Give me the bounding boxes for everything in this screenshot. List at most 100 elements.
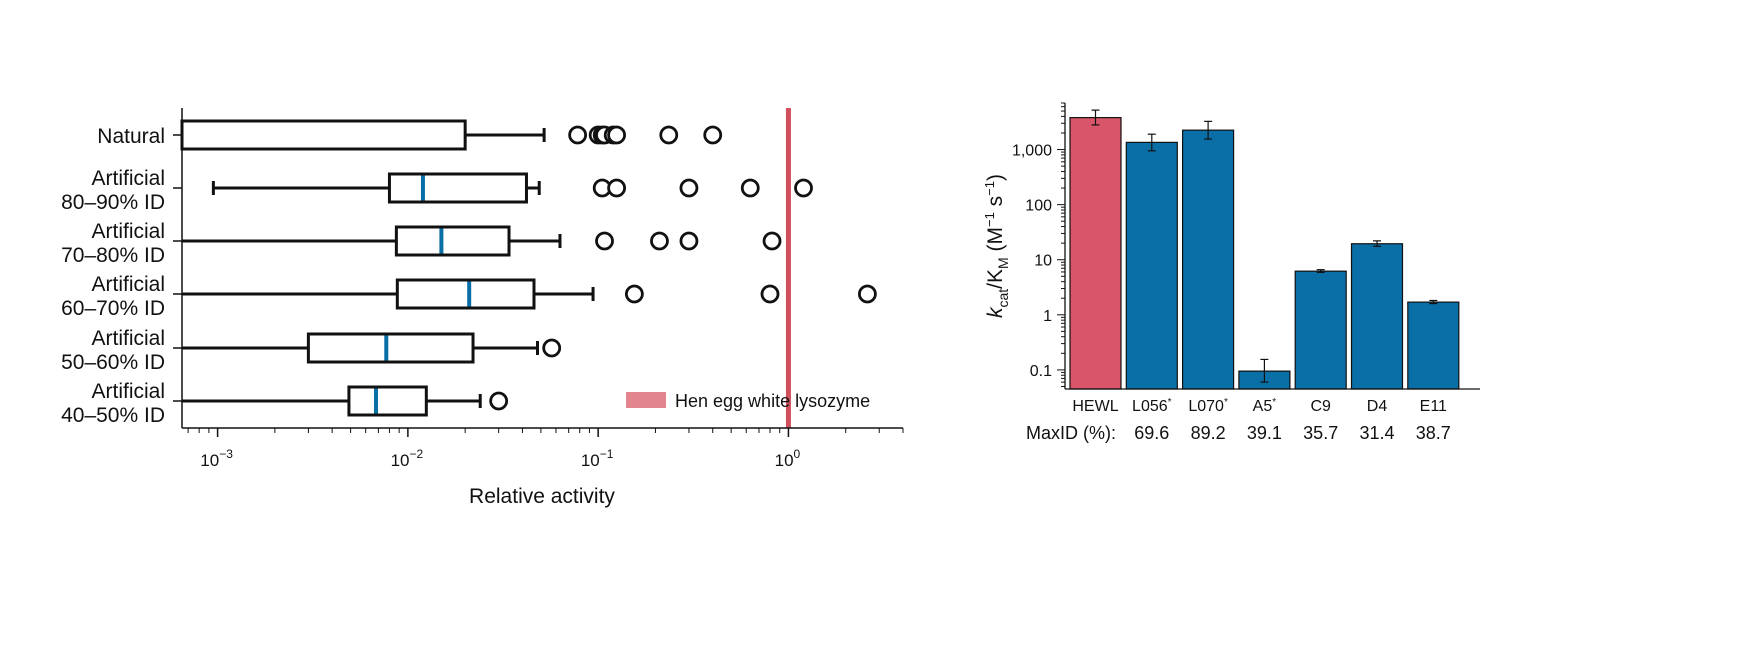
bar-label-name: C9 — [1310, 398, 1331, 415]
x-tick-exponent: −2 — [409, 447, 423, 461]
outlier-point — [650, 231, 669, 251]
error-bar-hewl — [1091, 109, 1100, 126]
error-bar-c9 — [1316, 269, 1325, 273]
outlier-point — [624, 284, 644, 304]
maxid-value-c9: 35.7 — [1303, 423, 1338, 443]
outlier-point — [679, 178, 699, 198]
outlier-point — [595, 231, 614, 251]
x-tick-label: 10−1 — [581, 447, 614, 470]
x-tick-base: 10 — [200, 451, 219, 470]
y-axis-title-part: k — [984, 306, 1007, 318]
bar-label-l056: L056* — [1132, 397, 1172, 415]
bar-label-name: L056 — [1132, 398, 1168, 415]
bar-label-name: L070 — [1188, 398, 1224, 415]
y-tick-label: 1,000 — [1012, 143, 1052, 160]
category-label-line: 50–60% ID — [61, 351, 165, 374]
category-label-line: 40–50% ID — [61, 404, 165, 427]
bar-label-mark: * — [1224, 397, 1228, 408]
x-tick-base: 10 — [581, 451, 600, 470]
box-artificial-50-60-id — [182, 332, 540, 364]
maxid-value-a5: 39.1 — [1247, 423, 1282, 443]
box-artificial-70-80-id — [182, 225, 562, 257]
outlier-point — [659, 125, 679, 145]
x-tick-base: 10 — [391, 451, 410, 470]
bar-l056 — [1125, 141, 1178, 390]
maxid-label: MaxID (%): — [1026, 423, 1116, 443]
bar-label-a5: A5* — [1253, 397, 1277, 415]
x-tick-base: 10 — [775, 451, 794, 470]
maxid-row: MaxID (%): 69.6 89.2 39.1 35.7 31.4 38.7 — [1026, 423, 1451, 443]
maxid-value-l070: 89.2 — [1191, 423, 1226, 443]
y-axis-title-part: s — [984, 196, 1007, 212]
y-axis-title-part: −1 — [982, 181, 997, 196]
x-tick-label: 100 — [775, 447, 801, 470]
error-bar-a5 — [1260, 358, 1269, 383]
x-axis-title: Relative activity — [469, 485, 615, 508]
y-axis-title-part: M — [995, 257, 1011, 269]
category-label-line: Artificial — [91, 380, 165, 403]
legend-swatch — [626, 392, 666, 408]
bar-c9 — [1294, 270, 1347, 390]
category-label-artificial-60-70-id: Artificial 60–70% ID — [61, 273, 165, 320]
y-tick-label: 1 — [1043, 308, 1052, 325]
outlier-point — [542, 338, 562, 358]
outlier-point — [607, 178, 626, 198]
boxplot-axes: 10−3 10−2 10−1 100 — [173, 108, 904, 470]
bar-label-hewl: HEWL — [1072, 398, 1118, 415]
iqr-box — [306, 332, 475, 364]
bars — [1069, 117, 1460, 390]
maxid-value-d4: 31.4 — [1359, 423, 1394, 443]
error-bar-l056 — [1147, 133, 1156, 152]
category-label-artificial-40-50-id: Artificial 40–50% ID — [61, 380, 165, 427]
y-axis-title-part: ) — [984, 174, 1007, 181]
x-tick-exponent: −3 — [219, 447, 233, 461]
maxid-value-e11: 38.7 — [1416, 423, 1451, 443]
bar-label-mark: * — [1272, 397, 1276, 408]
category-label-artificial-70-80-id: Artificial 70–80% ID — [61, 220, 165, 267]
outlier-points — [489, 125, 877, 411]
outlier-point — [740, 178, 760, 198]
bar-label-l070: L070* — [1188, 397, 1228, 415]
bar-label-name: A5 — [1253, 398, 1273, 415]
outlier-point — [568, 125, 588, 145]
outlier-point — [858, 284, 877, 304]
x-tick-exponent: −1 — [600, 447, 614, 461]
y-tick-label: 100 — [1025, 198, 1052, 215]
outlier-point — [679, 231, 699, 251]
bar-category-labels: HEWL L056* L070* A5* C9 D4 E11 — [1072, 397, 1447, 415]
iqr-box — [387, 172, 528, 204]
x-tick-exponent: 0 — [794, 447, 801, 461]
error-bar-d4 — [1373, 240, 1381, 247]
error-bars — [1091, 109, 1438, 383]
iqr-box — [394, 225, 511, 257]
error-bar-e11 — [1429, 299, 1438, 305]
y-axis-title-part: (M — [984, 227, 1007, 257]
x-tick-label: 10−2 — [391, 447, 424, 470]
iqr-box — [395, 278, 536, 310]
bar-label-e11: E11 — [1420, 398, 1447, 415]
category-label-line: 70–80% ID — [61, 244, 165, 267]
bar-hewl — [1069, 117, 1122, 390]
outlier-point — [794, 178, 813, 198]
y-tick-label: 10 — [1034, 253, 1052, 270]
bar-label-name: HEWL — [1072, 398, 1118, 415]
maxid-value-l056: 69.6 — [1134, 423, 1169, 443]
bar-l070 — [1181, 129, 1235, 390]
outlier-point — [760, 284, 780, 304]
bar-label-name: D4 — [1367, 398, 1388, 415]
bar-label-d4: D4 — [1367, 398, 1388, 415]
legend-label: Hen egg white lysozyme — [675, 391, 870, 411]
iqr-box — [347, 385, 428, 417]
category-label-line: 60–70% ID — [61, 297, 165, 320]
box-artificial-40-50-id — [182, 385, 482, 417]
bar-label-mark: * — [1168, 397, 1172, 408]
box-natural — [180, 119, 546, 151]
category-label-line: Artificial — [91, 220, 165, 243]
box-artificial-80-90-id — [211, 172, 541, 204]
outlier-point — [703, 125, 723, 145]
category-label-line: 80–90% ID — [61, 191, 165, 214]
outlier-point — [607, 125, 626, 145]
